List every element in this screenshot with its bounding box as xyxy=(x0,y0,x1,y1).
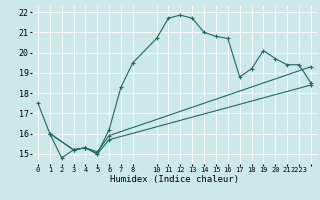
X-axis label: Humidex (Indice chaleur): Humidex (Indice chaleur) xyxy=(110,175,239,184)
